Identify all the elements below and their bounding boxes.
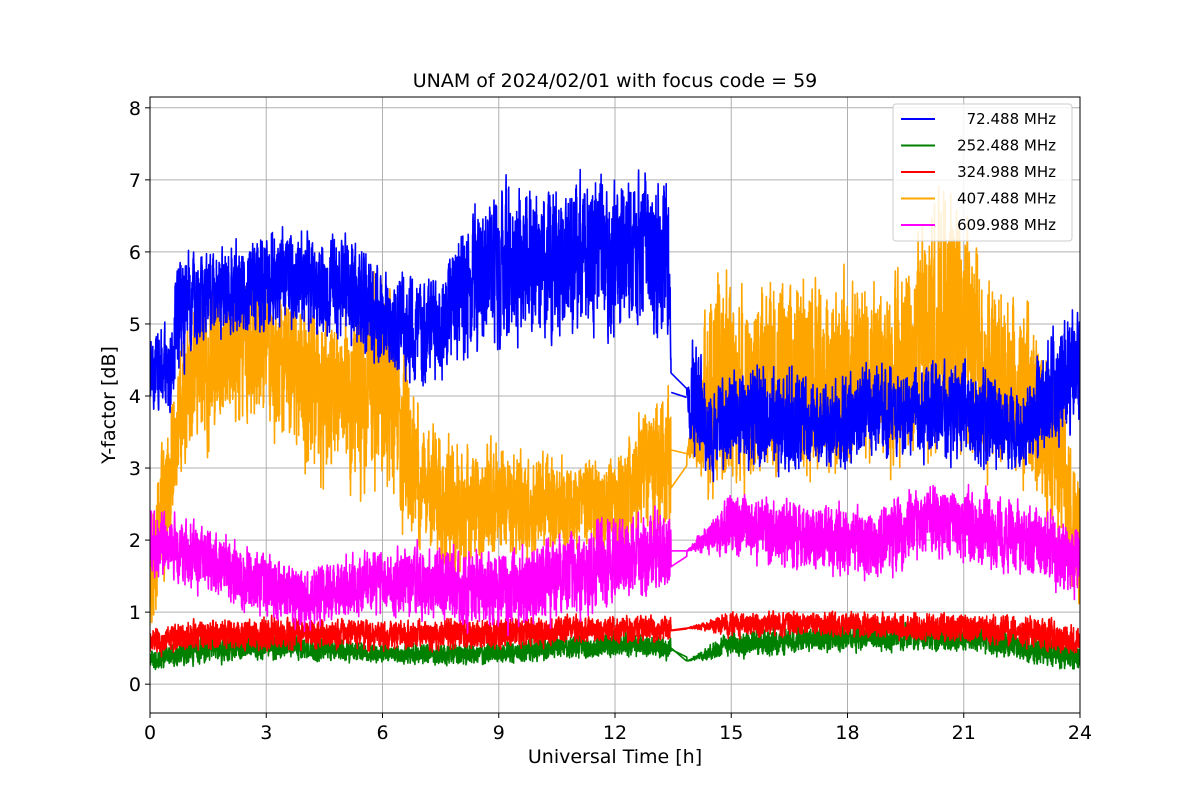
y-tick-label: 4	[129, 386, 141, 408]
x-tick-label: 3	[260, 722, 272, 744]
x-axis-label: Universal Time [h]	[528, 746, 702, 768]
x-tick-label: 21	[952, 722, 976, 744]
y-tick-label: 6	[129, 242, 141, 264]
legend-box	[892, 103, 1073, 242]
legend-label: 407.488 MHz	[957, 190, 1056, 208]
x-tick-label: 9	[493, 722, 505, 744]
x-tick-label: 0	[144, 722, 156, 744]
x-tick-label: 24	[1068, 722, 1092, 744]
legend-label: 609.988 MHz	[957, 216, 1056, 234]
y-axis-ticks: 0 1 2 3 4 5 6 7 8	[129, 98, 150, 696]
series-line-4	[150, 483, 1080, 637]
x-tick-label: 6	[376, 722, 388, 744]
y-tick-label: 8	[129, 98, 141, 120]
series-lines	[150, 168, 1080, 671]
series-line-2	[150, 610, 1080, 658]
x-tick-label: 15	[719, 722, 743, 744]
legend-label: 72.488 MHz	[967, 110, 1056, 128]
y-axis-label: Y-factor [dB]	[98, 346, 120, 465]
gap-connector-0	[670, 391, 687, 399]
y-tick-label: 5	[129, 314, 141, 336]
y-tick-label: 7	[129, 170, 141, 192]
series-line-0	[150, 168, 1080, 483]
x-axis-ticks: 0 3 6 9 12 15 18 21 24	[144, 713, 1092, 744]
y-tick-label: 2	[129, 530, 141, 552]
gap-connector-2	[671, 627, 687, 631]
gap-connector-1	[670, 647, 688, 662]
gap-connector-3	[671, 449, 687, 455]
x-tick-label: 18	[835, 722, 859, 744]
y-tick-label: 3	[129, 458, 141, 480]
y-tick-label: 0	[129, 674, 141, 696]
x-tick-label: 12	[603, 722, 627, 744]
y-tick-label: 1	[129, 602, 141, 624]
chart-title: UNAM of 2024/02/01 with focus code = 59	[413, 70, 818, 92]
legend-label: 252.488 MHz	[957, 137, 1056, 155]
legend: 72.488 MHz 252.488 MHz 324.988 MHz 407.488 …	[892, 103, 1073, 242]
legend-label: 324.988 MHz	[957, 163, 1056, 181]
